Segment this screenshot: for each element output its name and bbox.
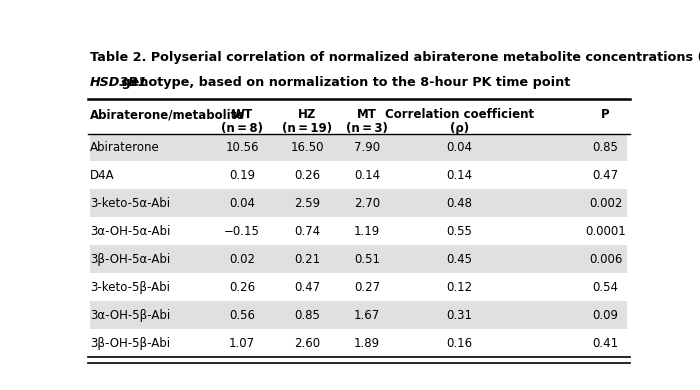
Text: Table 2. Polyserial correlation of normalized abiraterone metabolite concentrati: Table 2. Polyserial correlation of norma… xyxy=(90,51,700,64)
Text: 0.31: 0.31 xyxy=(446,308,472,322)
Text: 0.74: 0.74 xyxy=(294,225,321,238)
Bar xyxy=(90,133,627,161)
Text: 0.47: 0.47 xyxy=(592,169,619,182)
Text: 2.60: 2.60 xyxy=(294,337,321,349)
Text: 0.14: 0.14 xyxy=(354,169,380,182)
Text: 0.26: 0.26 xyxy=(229,281,256,294)
Text: 0.27: 0.27 xyxy=(354,281,380,294)
Text: 7.90: 7.90 xyxy=(354,141,380,154)
Text: 1.07: 1.07 xyxy=(229,337,256,349)
Text: 0.02: 0.02 xyxy=(229,253,255,266)
Text: (n = 3): (n = 3) xyxy=(346,122,388,135)
Text: HSD3B1: HSD3B1 xyxy=(90,76,148,89)
Text: −0.15: −0.15 xyxy=(224,225,260,238)
Text: 0.47: 0.47 xyxy=(294,281,321,294)
Bar xyxy=(90,245,627,273)
Text: 0.45: 0.45 xyxy=(446,253,472,266)
Text: genotype, based on normalization to the 8-hour PK time point: genotype, based on normalization to the … xyxy=(117,76,570,89)
Text: 2.59: 2.59 xyxy=(294,197,321,210)
Text: 0.21: 0.21 xyxy=(294,253,321,266)
Text: 3-keto-5α-Abi: 3-keto-5α-Abi xyxy=(90,197,170,210)
Text: 0.04: 0.04 xyxy=(229,197,255,210)
Text: Abiraterone: Abiraterone xyxy=(90,141,160,154)
Text: 2.70: 2.70 xyxy=(354,197,380,210)
Text: 0.002: 0.002 xyxy=(589,197,622,210)
Text: HZ: HZ xyxy=(298,108,316,121)
Text: 0.51: 0.51 xyxy=(354,253,380,266)
Text: 0.56: 0.56 xyxy=(229,308,255,322)
Text: Abiraterone/metabolite: Abiraterone/metabolite xyxy=(90,108,246,121)
Text: 0.0001: 0.0001 xyxy=(585,225,626,238)
Text: 0.006: 0.006 xyxy=(589,253,622,266)
Text: 0.16: 0.16 xyxy=(446,337,473,349)
Text: 10.56: 10.56 xyxy=(225,141,259,154)
Text: WT: WT xyxy=(232,108,253,121)
Bar xyxy=(90,190,627,217)
Text: D4A: D4A xyxy=(90,169,115,182)
Text: 16.50: 16.50 xyxy=(290,141,324,154)
Text: MT: MT xyxy=(357,108,377,121)
Text: 3α-OH-5α-Abi: 3α-OH-5α-Abi xyxy=(90,225,171,238)
Text: Correlation coefficient: Correlation coefficient xyxy=(384,108,533,121)
Text: 0.19: 0.19 xyxy=(229,169,256,182)
Text: (n = 19): (n = 19) xyxy=(282,122,332,135)
Text: 0.48: 0.48 xyxy=(446,197,472,210)
Text: 0.55: 0.55 xyxy=(446,225,472,238)
Text: 3-keto-5β-Abi: 3-keto-5β-Abi xyxy=(90,281,170,294)
Text: 0.54: 0.54 xyxy=(593,281,619,294)
Text: 0.12: 0.12 xyxy=(446,281,473,294)
Text: 0.09: 0.09 xyxy=(593,308,619,322)
Text: 3α-OH-5β-Abi: 3α-OH-5β-Abi xyxy=(90,308,171,322)
Text: 0.14: 0.14 xyxy=(446,169,473,182)
Text: 1.89: 1.89 xyxy=(354,337,380,349)
Text: 0.85: 0.85 xyxy=(593,141,619,154)
Text: 3β-OH-5β-Abi: 3β-OH-5β-Abi xyxy=(90,337,170,349)
Text: (ρ): (ρ) xyxy=(449,122,469,135)
Text: 0.04: 0.04 xyxy=(446,141,472,154)
Text: 0.41: 0.41 xyxy=(592,337,619,349)
Bar xyxy=(90,301,627,329)
Text: 0.85: 0.85 xyxy=(294,308,320,322)
Text: 1.67: 1.67 xyxy=(354,308,380,322)
Text: 1.19: 1.19 xyxy=(354,225,380,238)
Text: P: P xyxy=(601,108,610,121)
Text: (n = 8): (n = 8) xyxy=(221,122,263,135)
Text: 0.26: 0.26 xyxy=(294,169,321,182)
Text: 3β-OH-5α-Abi: 3β-OH-5α-Abi xyxy=(90,253,171,266)
